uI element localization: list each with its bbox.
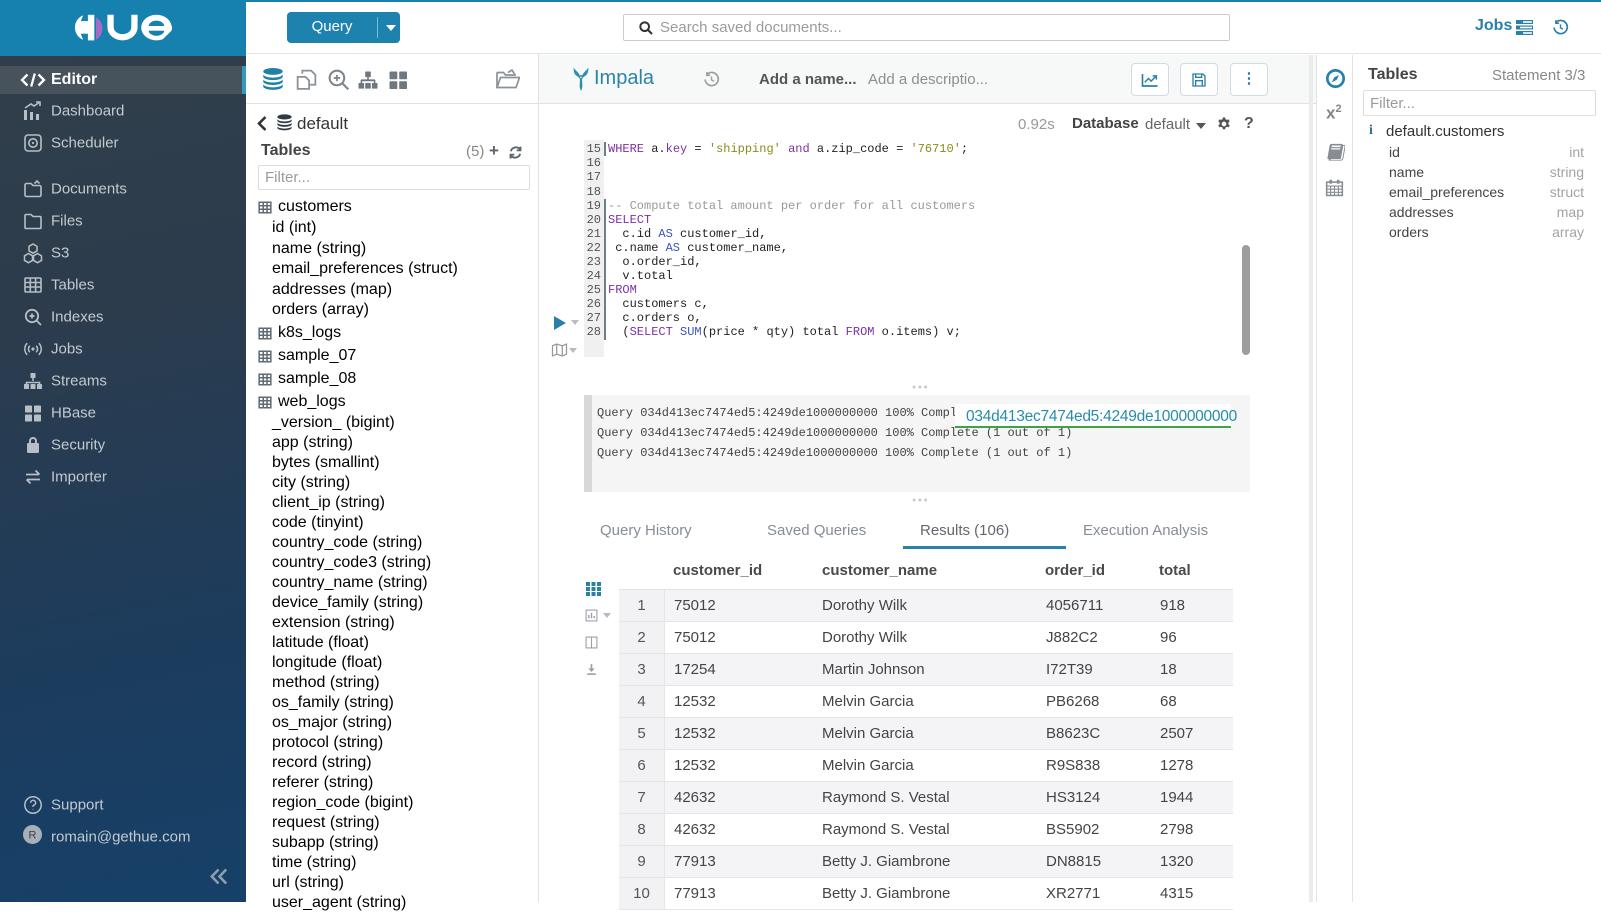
svg-text:R: R xyxy=(29,829,37,841)
